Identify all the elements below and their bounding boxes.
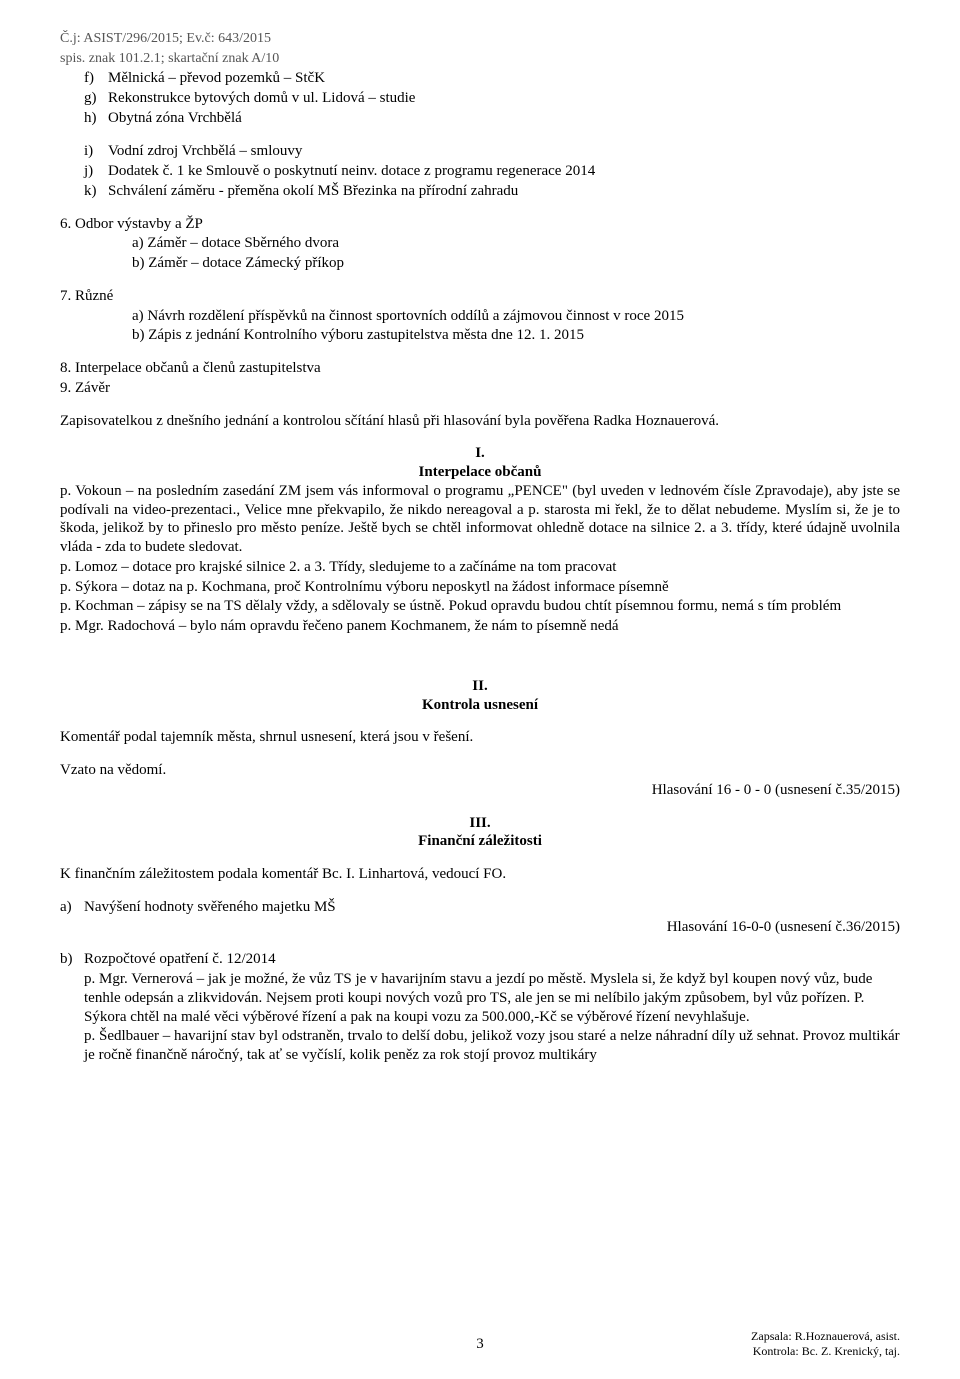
text-j: Dodatek č. 1 ke Smlouvě o poskytnutí nei… (108, 163, 595, 179)
heading-2-title: Kontrola usnesení (60, 696, 900, 715)
para-vernerova: p. Mgr. Vernerová – jak je možné, že vůz… (84, 970, 900, 1026)
section-6: 6. Odbor výstavby a ŽP (60, 215, 900, 234)
heading-3-num: III. (60, 814, 900, 833)
text-fb: Rozpočtové opatření č. 12/2014 (84, 951, 276, 967)
footer-line1: Zapsala: R.Hoznauerová, asist. (751, 1329, 900, 1344)
label-h: h) (84, 109, 108, 128)
text-i: Vodní zdroj Vrchbělá – smlouvy (108, 143, 302, 159)
text-fa: Navýšení hodnoty svěřeného majetku MŠ (84, 899, 336, 915)
heading-3-title: Finanční záležitosti (60, 832, 900, 851)
footer-credits: Zapsala: R.Hoznauerová, asist. Kontrola:… (751, 1329, 900, 1359)
label-fb: b) (60, 950, 84, 969)
text-h: Obytná zóna Vrchbělá (108, 110, 242, 126)
section-7: 7. Různé (60, 287, 900, 306)
section-7b: b) Zápis z jednání Kontrolního výboru za… (60, 326, 900, 345)
section-9: 9. Závěr (60, 379, 900, 398)
label-k: k) (84, 182, 108, 201)
heading-1-title: Interpelace občanů (60, 463, 900, 482)
para-lomoz: p. Lomoz – dotace pro krajské silnice 2.… (60, 558, 900, 577)
heading-1-num: I. (60, 444, 900, 463)
item-h: h)Obytná zóna Vrchbělá (60, 109, 900, 128)
label-fa: a) (60, 898, 84, 917)
para-sykora: p. Sýkora – dotaz na p. Kochmana, proč K… (60, 578, 900, 597)
item-f: f)Mělnická – převod pozemků – StčK (60, 69, 900, 88)
label-f: f) (84, 69, 108, 88)
heading-2-num: II. (60, 677, 900, 696)
text-k: Schválení záměru - přeměna okolí MŠ Břez… (108, 183, 518, 199)
finance-intro: K finančním záležitostem podala komentář… (60, 865, 900, 884)
recorder-line: Zapisovatelkou z dnešního jednání a kont… (60, 412, 900, 431)
doc-ref-line1: Č.j: ASIST/296/2015; Ev.č: 643/2015 (60, 30, 900, 48)
item-j: j)Dodatek č. 1 ke Smlouvě o poskytnutí n… (60, 162, 900, 181)
doc-ref-line2: spis. znak 101.2.1; skartační znak A/10 (60, 50, 900, 68)
text-g: Rekonstrukce bytových domů v ul. Lidová … (108, 90, 415, 106)
label-i: i) (84, 142, 108, 161)
section-7a: a) Návrh rozdělení příspěvků na činnost … (60, 307, 900, 326)
text-f: Mělnická – převod pozemků – StčK (108, 70, 325, 86)
item-k: k)Schválení záměru - přeměna okolí MŠ Bř… (60, 182, 900, 201)
para-sedlbauer: p. Šedlbauer – havarijní stav byl odstra… (84, 1027, 900, 1065)
item-g: g)Rekonstrukce bytových domů v ul. Lidov… (60, 89, 900, 108)
finance-b: b)Rozpočtové opatření č. 12/2014 (60, 950, 900, 969)
finance-b-body: p. Mgr. Vernerová – jak je možné, že vůz… (60, 970, 900, 1065)
label-j: j) (84, 162, 108, 181)
section-6a: a) Záměr – dotace Sběrného dvora (60, 234, 900, 253)
section-6b: b) Záměr – dotace Zámecký příkop (60, 254, 900, 273)
komentar-line: Komentář podal tajemník města, shrnul us… (60, 728, 900, 747)
finance-a: a)Navýšení hodnoty svěřeného majetku MŠ (60, 898, 900, 917)
para-radochova: p. Mgr. Radochová – bylo nám opravdu řeč… (60, 617, 900, 636)
vote-35: Hlasování 16 - 0 - 0 (usnesení č.35/2015… (60, 781, 900, 800)
para-kochman: p. Kochman – zápisy se na TS dělaly vždy… (60, 597, 900, 616)
para-vokoun: p. Vokoun – na posledním zasedání ZM jse… (60, 482, 900, 557)
label-g: g) (84, 89, 108, 108)
section-8: 8. Interpelace občanů a členů zastupitel… (60, 359, 900, 378)
vote-36: Hlasování 16-0-0 (usnesení č.36/2015) (60, 918, 900, 937)
vzato-line: Vzato na vědomí. (60, 761, 900, 780)
footer-line2: Kontrola: Bc. Z. Krenický, taj. (751, 1344, 900, 1359)
item-i: i)Vodní zdroj Vrchbělá – smlouvy (60, 142, 900, 161)
